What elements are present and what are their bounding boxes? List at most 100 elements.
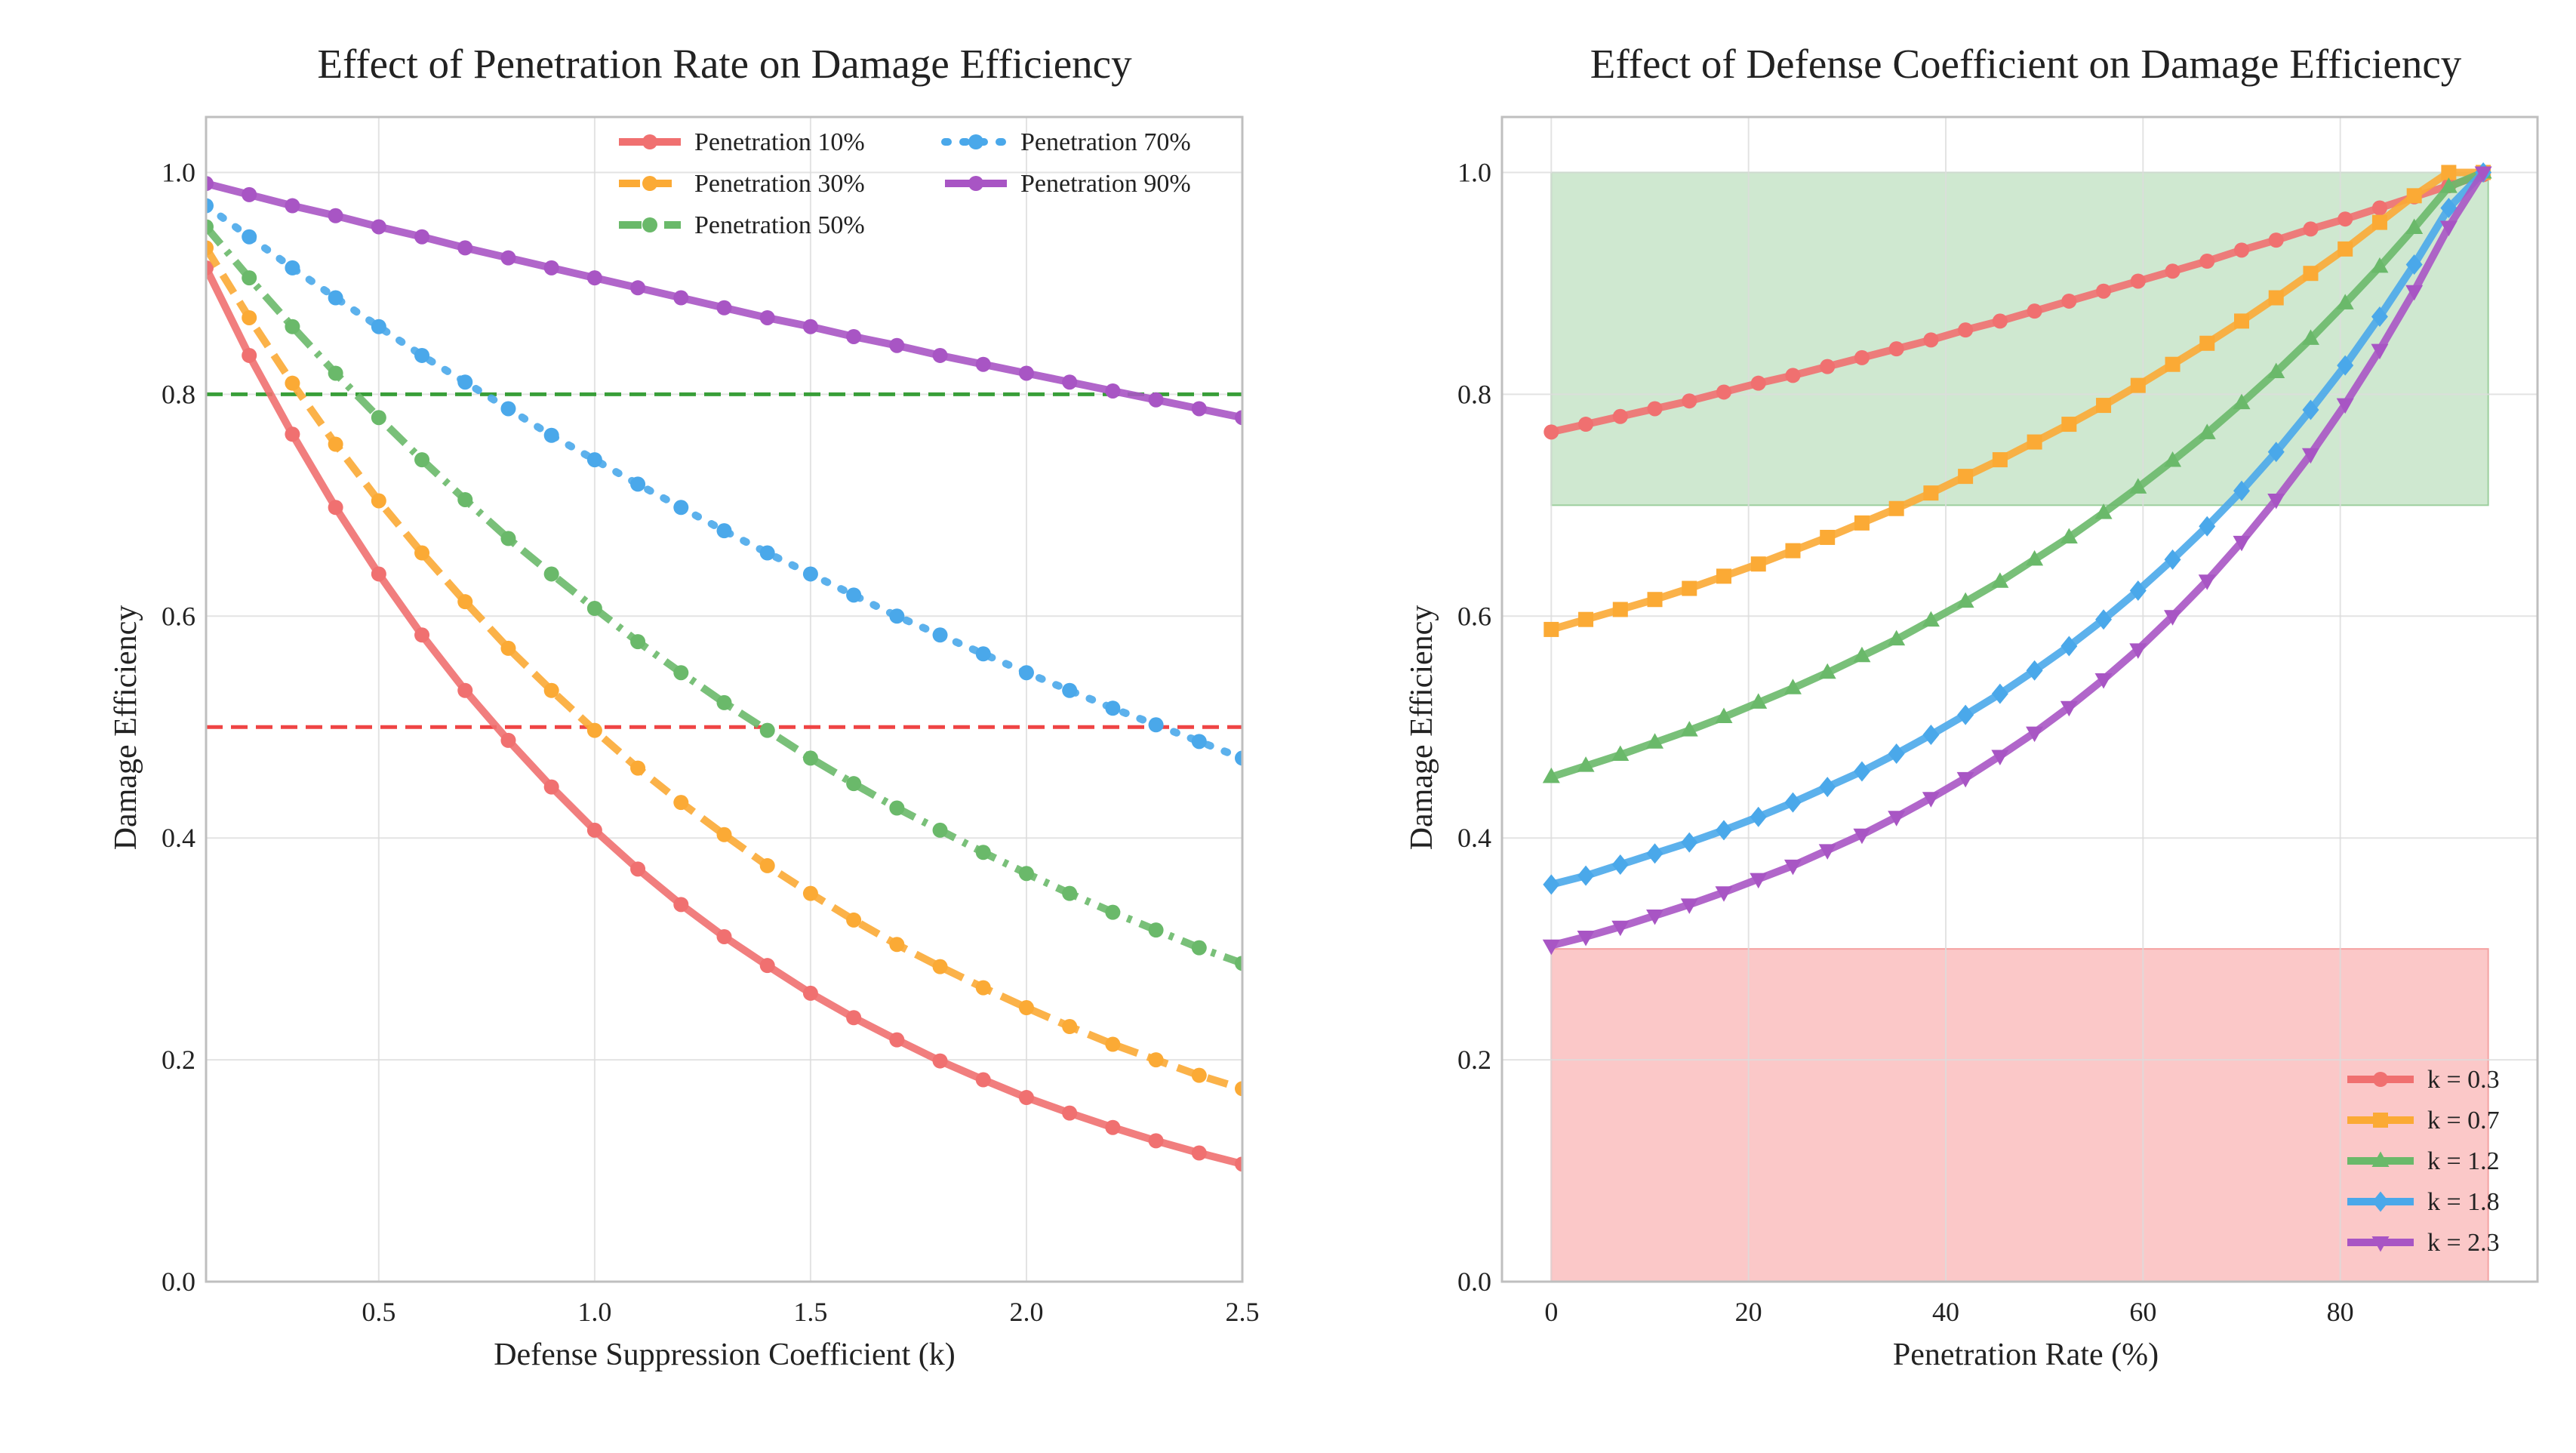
right-chart-legend-marker xyxy=(2373,1113,2388,1128)
left-chart-ytick-label: 1.0 xyxy=(162,157,195,187)
right-chart-point xyxy=(2060,700,2078,717)
right-chart-point xyxy=(2303,221,2319,237)
right-chart-point xyxy=(2094,503,2113,519)
left-chart-point xyxy=(1191,1067,1207,1083)
left-chart-point xyxy=(932,959,948,974)
left-chart-point xyxy=(1235,1156,1242,1172)
right-chart-point xyxy=(1888,743,1905,765)
right-chart-point xyxy=(2405,218,2424,234)
right-chart-point xyxy=(2061,417,2077,433)
right-chart-point xyxy=(2027,303,2042,319)
left-chart-point xyxy=(328,290,343,306)
right-chart-legend-label: k = 1.2 xyxy=(2427,1147,2500,1175)
left-chart-xtick-label: 2.5 xyxy=(1226,1297,1260,1327)
left-chart-legend-marker xyxy=(968,134,983,149)
right-chart-ytick-label: 0.0 xyxy=(1457,1267,1491,1297)
left-chart-point xyxy=(543,427,559,443)
left-chart-point xyxy=(1105,700,1121,716)
left-chart-point xyxy=(802,750,818,766)
left-chart-point xyxy=(716,523,732,539)
left-chart-point xyxy=(328,365,343,381)
right-chart-point xyxy=(1818,663,1836,679)
left-chart-point xyxy=(543,260,559,276)
right-chart-point xyxy=(1956,592,1974,608)
right-chart-xtick-label: 60 xyxy=(2129,1297,2156,1327)
right-chart-point xyxy=(2026,549,2044,566)
left-chart-point xyxy=(414,545,430,561)
right-chart-ytick-label: 1.0 xyxy=(1457,157,1491,187)
left-chart-point xyxy=(285,260,300,276)
right-chart-point xyxy=(2234,242,2249,258)
right-chart-point xyxy=(2337,355,2354,376)
right-chart-point xyxy=(1577,930,1595,947)
right-chart-point xyxy=(1611,745,1630,761)
left-chart-plot-area xyxy=(206,176,1242,1172)
right-chart-point xyxy=(1784,792,1802,813)
right-chart-point xyxy=(1647,592,1663,608)
left-chart-point xyxy=(1062,885,1078,901)
left-chart-point xyxy=(242,186,257,202)
right-chart-ytick-label: 0.4 xyxy=(1457,823,1491,853)
right-chart-point xyxy=(1578,417,1594,433)
right-chart-point xyxy=(1682,580,1697,596)
left-chart-point xyxy=(1018,1000,1034,1016)
left-chart-point xyxy=(206,240,214,256)
left-chart-point xyxy=(1235,410,1242,426)
left-chart-point xyxy=(1062,682,1078,698)
right-chart-point xyxy=(2371,343,2389,360)
right-chart-point xyxy=(1716,384,1731,400)
left-chart-point xyxy=(457,594,473,610)
right-chart-grid xyxy=(1502,117,2538,1282)
right-chart-legend-marker xyxy=(2373,1072,2388,1087)
right-chart-point xyxy=(1785,543,1801,559)
left-chart-point xyxy=(1191,401,1207,417)
left-chart-point xyxy=(673,795,689,811)
left-chart-point xyxy=(759,309,775,325)
right-chart-point xyxy=(2406,188,2422,204)
right-chart-point xyxy=(2440,198,2458,219)
right-chart-point xyxy=(2267,362,2285,378)
left-chart-point xyxy=(586,822,602,838)
right-chart-point xyxy=(1750,556,1766,572)
right-chart-legend: k = 0.3 k = 0.7 k = 1.2 k = 1.8 k = 2.3 xyxy=(2347,1066,2500,1257)
right-chart-point xyxy=(2164,610,2182,626)
right-chart-point xyxy=(1991,572,2009,588)
left-chart-legend-marker xyxy=(968,176,983,191)
left-chart-point xyxy=(716,694,732,710)
right-chart-point xyxy=(2129,478,2147,494)
right-chart-point xyxy=(1682,393,1697,409)
right-chart-point xyxy=(2268,232,2284,248)
left-chart-point xyxy=(1148,717,1164,733)
right-chart-ytick-label: 0.8 xyxy=(1457,379,1491,409)
right-chart-series-line xyxy=(1550,168,2485,781)
left-chart-point xyxy=(673,290,689,306)
right-chart-point xyxy=(1991,750,2009,765)
right-chart-title: Effect of Defense Coefficient on Damage … xyxy=(1590,41,2462,87)
right-chart-point xyxy=(1820,529,1836,545)
left-chart-legend: Penetration 10% Penetration 30% Penetratio… xyxy=(619,128,1191,239)
left-chart-point xyxy=(716,827,732,842)
left-chart-point xyxy=(1235,750,1242,766)
right-chart-ytick-label: 0.2 xyxy=(1457,1045,1491,1075)
right-chart-legend-label: k = 1.8 xyxy=(2427,1188,2500,1216)
right-chart-point xyxy=(2095,609,2113,630)
right-chart-series-line xyxy=(1550,170,2487,950)
right-chart-point xyxy=(2439,220,2458,236)
left-chart-point xyxy=(543,566,559,582)
right-chart-point xyxy=(2337,241,2353,257)
left-chart-point xyxy=(802,319,818,334)
left-chart-point xyxy=(630,476,646,492)
right-chart-point xyxy=(1785,368,1801,383)
left-chart-point xyxy=(932,1053,948,1069)
right-chart: Effect of Defense Coefficient on Damage … xyxy=(1405,41,2539,1372)
left-chart-point xyxy=(1148,922,1164,938)
left-chart-point xyxy=(759,857,775,873)
right-chart-point xyxy=(2474,166,2492,182)
right-chart-point xyxy=(2094,673,2113,689)
left-chart-point xyxy=(242,229,257,245)
right-chart-legend-marker xyxy=(2372,1191,2389,1212)
right-chart-point xyxy=(2026,660,2043,681)
left-chart-ytick-label: 0.6 xyxy=(162,601,195,631)
right-chart-point xyxy=(1680,721,1698,737)
right-chart-point xyxy=(2302,399,2319,420)
